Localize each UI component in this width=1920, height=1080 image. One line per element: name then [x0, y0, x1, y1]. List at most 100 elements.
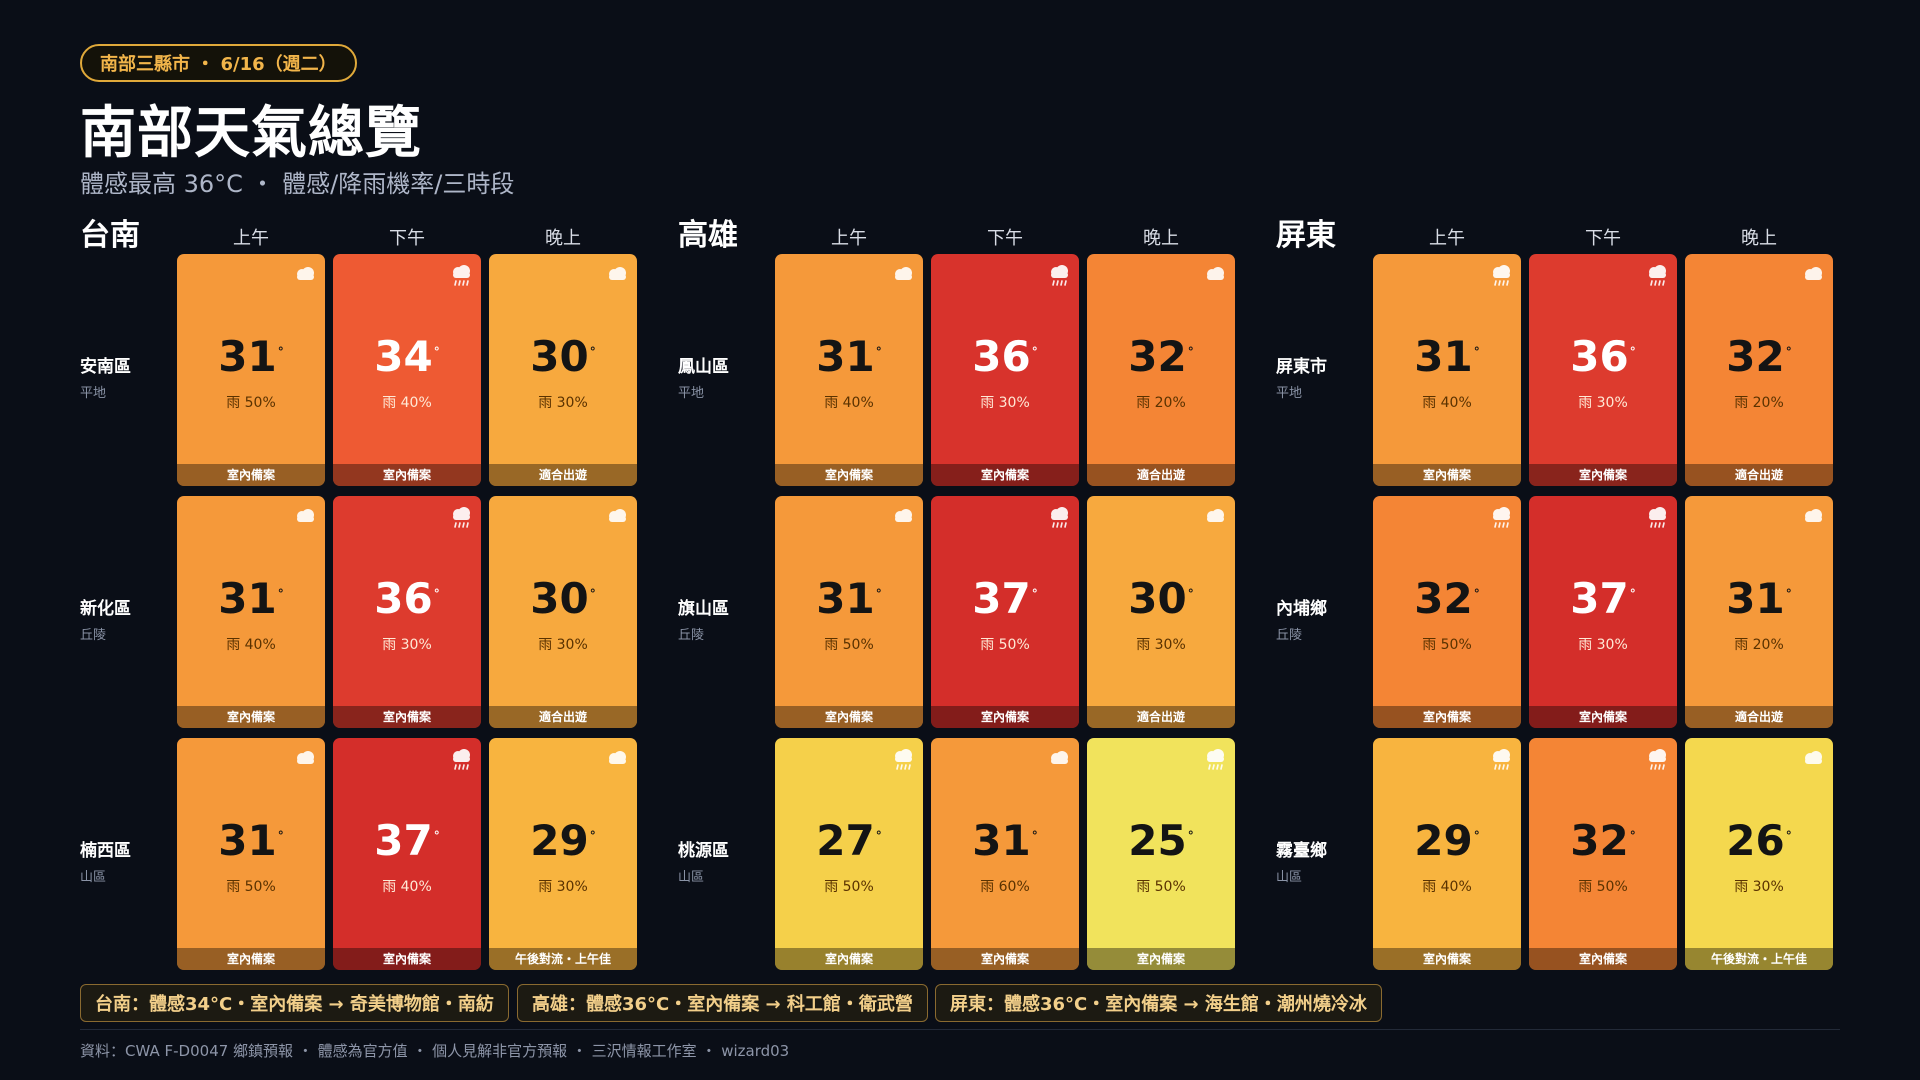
summary-tainan: 台南：體感34°C・室內備案 → 奇美博物館・南紡	[80, 984, 509, 1022]
temperature-value: 31	[218, 332, 277, 381]
rain-probability: 雨 50%	[1578, 879, 1628, 895]
temperature: 37°	[333, 820, 481, 862]
region-name: 台南	[80, 218, 140, 253]
temperature-value: 31	[1726, 574, 1785, 623]
region-tainan: 台南 上午 下午 晚上 安南區 平地 31° 雨 50% 室內備案 34° 雨 40% 室內備案 30°…	[80, 210, 640, 970]
temperature-value: 36	[972, 332, 1031, 381]
district-name: 安南區	[80, 357, 131, 377]
cloud-icon	[606, 506, 628, 530]
temperature-value: 29	[530, 816, 589, 865]
degree-icon: °	[433, 345, 440, 359]
period-header: 晚上	[1143, 228, 1179, 249]
degree-icon: °	[1031, 587, 1038, 601]
degree-icon: °	[433, 587, 440, 601]
terrain-label: 山區	[678, 870, 705, 885]
summary-kaohsiung: 高雄：體感36°C・室內備案 → 科工館・衛武營	[517, 984, 928, 1022]
district-name: 霧臺鄉	[1276, 841, 1327, 861]
degree-icon: °	[589, 587, 596, 601]
period-header: 下午	[987, 228, 1023, 249]
temperature-value: 30	[1128, 574, 1187, 623]
rain-probability: 雨 20%	[1136, 395, 1186, 411]
advice-label: 室內備案	[1373, 464, 1521, 486]
degree-icon: °	[1187, 587, 1194, 601]
forecast-card: 32° 雨 50% 室內備案	[1373, 496, 1521, 728]
rain-probability: 雨 50%	[226, 879, 276, 895]
degree-icon: °	[1629, 345, 1636, 359]
cloud-icon	[892, 264, 914, 288]
temperature: 36°	[931, 336, 1079, 378]
cloud-icon	[1802, 506, 1824, 530]
advice-label: 室內備案	[333, 464, 481, 486]
degree-icon: °	[1031, 829, 1038, 843]
district-label: 桃源區 山區	[678, 836, 729, 885]
forecast-card: 31° 雨 50% 室內備案	[775, 496, 923, 728]
degree-icon: °	[589, 345, 596, 359]
terrain-label: 平地	[80, 386, 107, 401]
temperature-value: 31	[218, 574, 277, 623]
temperature-value: 36	[1570, 332, 1629, 381]
forecast-card: 29° 雨 40% 室內備案	[1373, 738, 1521, 970]
forecast-card: 34° 雨 40% 室內備案	[333, 254, 481, 486]
cloud-icon	[1204, 506, 1226, 530]
forecast-card: 31° 雨 50% 室內備案	[177, 738, 325, 970]
advice-label: 適合出遊	[489, 706, 637, 728]
terrain-label: 平地	[1276, 386, 1303, 401]
rain-cloud-icon	[1646, 264, 1668, 288]
degree-icon: °	[1187, 345, 1194, 359]
temperature: 31°	[1685, 578, 1833, 620]
summary-pingtung: 屏東：體感36°C・室內備案 → 海生館・潮州燒冷冰	[935, 984, 1382, 1022]
forecast-card: 37° 雨 40% 室內備案	[333, 738, 481, 970]
advice-label: 室內備案	[1087, 948, 1235, 970]
temperature-value: 30	[530, 332, 589, 381]
rain-cloud-icon	[450, 748, 472, 772]
forecast-card: 31° 雨 40% 室內備案	[177, 496, 325, 728]
rain-probability: 雨 30%	[538, 637, 588, 653]
advice-label: 室內備案	[333, 706, 481, 728]
rain-cloud-icon	[1490, 264, 1512, 288]
rain-probability: 雨 50%	[824, 879, 874, 895]
district-name: 桃源區	[678, 841, 729, 861]
temperature-value: 31	[218, 816, 277, 865]
rain-cloud-icon	[1490, 748, 1512, 772]
temperature-value: 34	[374, 332, 433, 381]
advice-label: 室內備案	[775, 706, 923, 728]
temperature-value: 27	[816, 816, 875, 865]
temperature: 36°	[333, 578, 481, 620]
district-label: 楠西區 山區	[80, 836, 131, 885]
degree-icon: °	[1785, 587, 1792, 601]
advice-label: 室內備案	[1529, 948, 1677, 970]
rain-cloud-icon	[1048, 264, 1070, 288]
rain-probability: 雨 50%	[980, 637, 1030, 653]
footer-source: 資料：CWA F-D0047 鄉鎮預報 ・ 體感為官方值 ・ 個人見解非官方預報…	[80, 1042, 790, 1060]
terrain-label: 丘陵	[80, 628, 107, 643]
rain-cloud-icon	[892, 748, 914, 772]
forecast-card: 32° 雨 20% 適合出遊	[1087, 254, 1235, 486]
period-header: 上午	[831, 228, 867, 249]
forecast-card: 37° 雨 30% 室內備案	[1529, 496, 1677, 728]
temperature: 32°	[1529, 820, 1677, 862]
terrain-label: 丘陵	[678, 628, 705, 643]
forecast-card: 26° 雨 30% 午後對流・上午佳	[1685, 738, 1833, 970]
district-label: 內埔鄉 丘陵	[1276, 594, 1327, 643]
forecast-card: 36° 雨 30% 室內備案	[931, 254, 1079, 486]
temperature: 25°	[1087, 820, 1235, 862]
rain-probability: 雨 50%	[1422, 637, 1472, 653]
temperature-value: 31	[816, 332, 875, 381]
temperature: 37°	[1529, 578, 1677, 620]
temperature-value: 37	[374, 816, 433, 865]
forecast-card: 31° 雨 50% 室內備案	[177, 254, 325, 486]
page-subtitle: 體感最高 36°C ・ 體感/降雨機率/三時段	[80, 170, 515, 198]
degree-icon: °	[277, 345, 284, 359]
district-label: 新化區 丘陵	[80, 594, 131, 643]
rain-cloud-icon	[450, 264, 472, 288]
degree-icon: °	[1629, 829, 1636, 843]
district-name: 楠西區	[80, 841, 131, 861]
rain-probability: 雨 30%	[1136, 637, 1186, 653]
rain-probability: 雨 60%	[980, 879, 1030, 895]
rain-probability: 雨 30%	[382, 637, 432, 653]
temperature: 32°	[1087, 336, 1235, 378]
temperature: 31°	[775, 336, 923, 378]
temperature: 29°	[489, 820, 637, 862]
temperature-value: 37	[972, 574, 1031, 623]
temperature: 31°	[177, 578, 325, 620]
